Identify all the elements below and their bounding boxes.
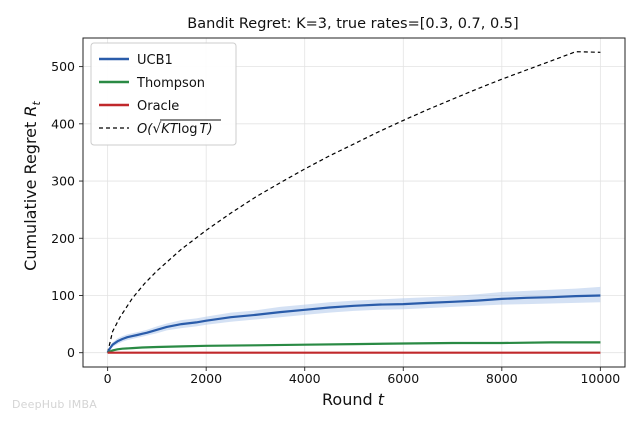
x-tick-label: 6000 <box>387 371 419 386</box>
y-tick-label: 500 <box>51 59 75 74</box>
x-tick-label: 8000 <box>486 371 518 386</box>
x-tick-label: 2000 <box>190 371 222 386</box>
legend-label-bound: O(√KTlog T) <box>137 121 213 137</box>
y-tick-label: 300 <box>51 174 75 189</box>
band-ucb1 <box>107 286 601 353</box>
x-axis-label: Round t <box>322 390 385 409</box>
y-tick-label: 100 <box>51 288 75 303</box>
x-tick-label: 4000 <box>289 371 321 386</box>
x-tick-label: 10000 <box>580 371 620 386</box>
line-bound <box>107 51 601 353</box>
line-thompson <box>107 341 601 354</box>
x-axis-ticks: 0 2000 4000 6000 8000 10000 <box>104 367 620 386</box>
y-axis-ticks: 0 100 200 300 400 500 <box>51 59 83 360</box>
series-lines <box>106 51 601 354</box>
legend-label-ucb1: UCB1 <box>137 53 173 68</box>
chart-title: Bandit Regret: K=3, true rates=[0.3, 0.7… <box>187 16 518 32</box>
legend: UCB1 Thompson Oracle O(√KTlog T) <box>90 42 237 146</box>
legend-box <box>90 42 237 146</box>
y-axis-label: Cumulative Regret Rt <box>21 100 43 270</box>
y-tick-label: 0 <box>67 345 75 360</box>
legend-label-thompson: Thompson <box>136 76 205 91</box>
legend-label-oracle: Oracle <box>137 99 179 114</box>
y-tick-label: 200 <box>51 231 75 246</box>
x-tick-label: 0 <box>104 371 112 386</box>
line-ucb1 <box>106 294 601 354</box>
watermark: DeepHub IMBA <box>12 398 97 411</box>
y-tick-label: 400 <box>51 116 75 131</box>
plot-frame <box>82 37 626 368</box>
